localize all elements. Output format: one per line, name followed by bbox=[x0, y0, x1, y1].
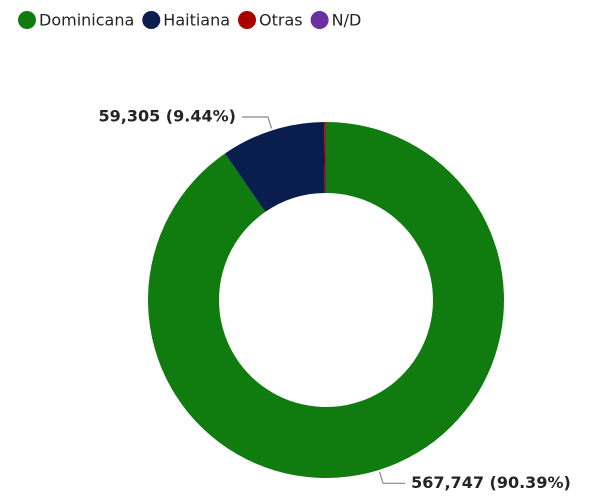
leader-line bbox=[241, 116, 273, 129]
donut-slice bbox=[324, 122, 326, 194]
legend-label: Otras bbox=[259, 11, 303, 30]
legend-swatch bbox=[142, 11, 161, 29]
legend-label: Dominicana bbox=[39, 11, 134, 30]
donut-slice bbox=[224, 122, 325, 212]
leader-line bbox=[378, 471, 406, 484]
legend-swatch bbox=[18, 11, 36, 29]
donut-slice bbox=[147, 122, 504, 479]
data-label: 59,305 (9.44%) bbox=[98, 106, 235, 125]
legend-swatch bbox=[310, 11, 329, 29]
data-label: 567,747 (90.39%) bbox=[411, 473, 571, 492]
legend-label: Haitiana bbox=[163, 11, 230, 30]
legend-label: N/D bbox=[332, 11, 362, 30]
legend-swatch bbox=[238, 11, 257, 29]
